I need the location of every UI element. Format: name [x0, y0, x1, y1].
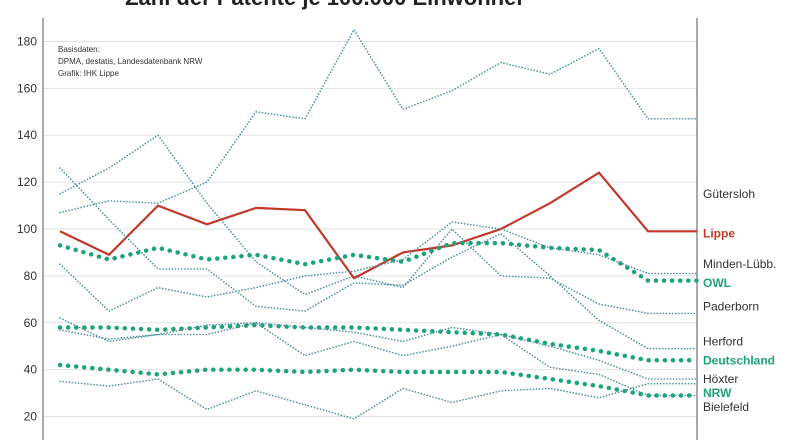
- series-label: OWL: [703, 276, 731, 290]
- series-line-herford: [59, 317, 698, 397]
- series-label: Lippe: [703, 227, 735, 241]
- series-label: Herford: [703, 335, 743, 349]
- gridlines: [43, 40, 697, 418]
- series-label: Minden-Lübb.: [703, 257, 776, 271]
- series-line-lippe: [59, 171, 697, 280]
- series-line-paderborn: [59, 221, 698, 313]
- series-line-nrw: [57, 362, 700, 398]
- series-label: Deutschland: [703, 353, 775, 367]
- series-label: NRW: [703, 386, 732, 400]
- series-line-minden-l-bb-: [59, 167, 698, 350]
- source-line-3: Grafik: IHK Lippe: [58, 69, 119, 78]
- series-line-deutschland: [57, 322, 700, 363]
- series-label: Bielefeld: [703, 400, 749, 414]
- series-label: Gütersloh: [703, 187, 755, 201]
- series-label: Höxter: [703, 372, 738, 386]
- source-line-1: Basisdaten:: [58, 45, 100, 54]
- y-tick-label: 120: [17, 175, 37, 189]
- y-tick-label: 100: [17, 222, 37, 236]
- series-line-g-tersloh: [59, 134, 698, 315]
- series-lines: [57, 28, 700, 420]
- y-tick-label: 20: [24, 410, 38, 424]
- y-tick-label: 60: [24, 316, 38, 330]
- series-labels: Gütersloh Lippe Minden-Lübb. OWL Paderborn He…: [703, 187, 776, 414]
- chart-title: Zahl der Patente je 100.000 Einwohner: [125, 0, 525, 10]
- series-line-unlabeled-1: [59, 28, 698, 214]
- y-tick-labels: 20 40 60 80 100 120 140 160 180: [17, 34, 37, 423]
- y-tick-label: 80: [24, 269, 38, 283]
- series-label: Paderborn: [703, 299, 759, 313]
- source-line-2: DPMA, destatis, Landesdatenbank NRW: [58, 57, 203, 66]
- source-note: Basisdaten: DPMA, destatis, Landesdatenb…: [58, 45, 203, 78]
- axes: [42, 18, 698, 440]
- y-tick-label: 180: [17, 34, 37, 48]
- series-line-owl: [57, 240, 700, 283]
- y-tick-label: 40: [24, 363, 38, 377]
- series-line-bielefeld: [59, 378, 698, 420]
- y-tick-label: 160: [17, 81, 37, 95]
- y-tick-label: 140: [17, 128, 37, 142]
- series-line-h-xter: [59, 321, 698, 380]
